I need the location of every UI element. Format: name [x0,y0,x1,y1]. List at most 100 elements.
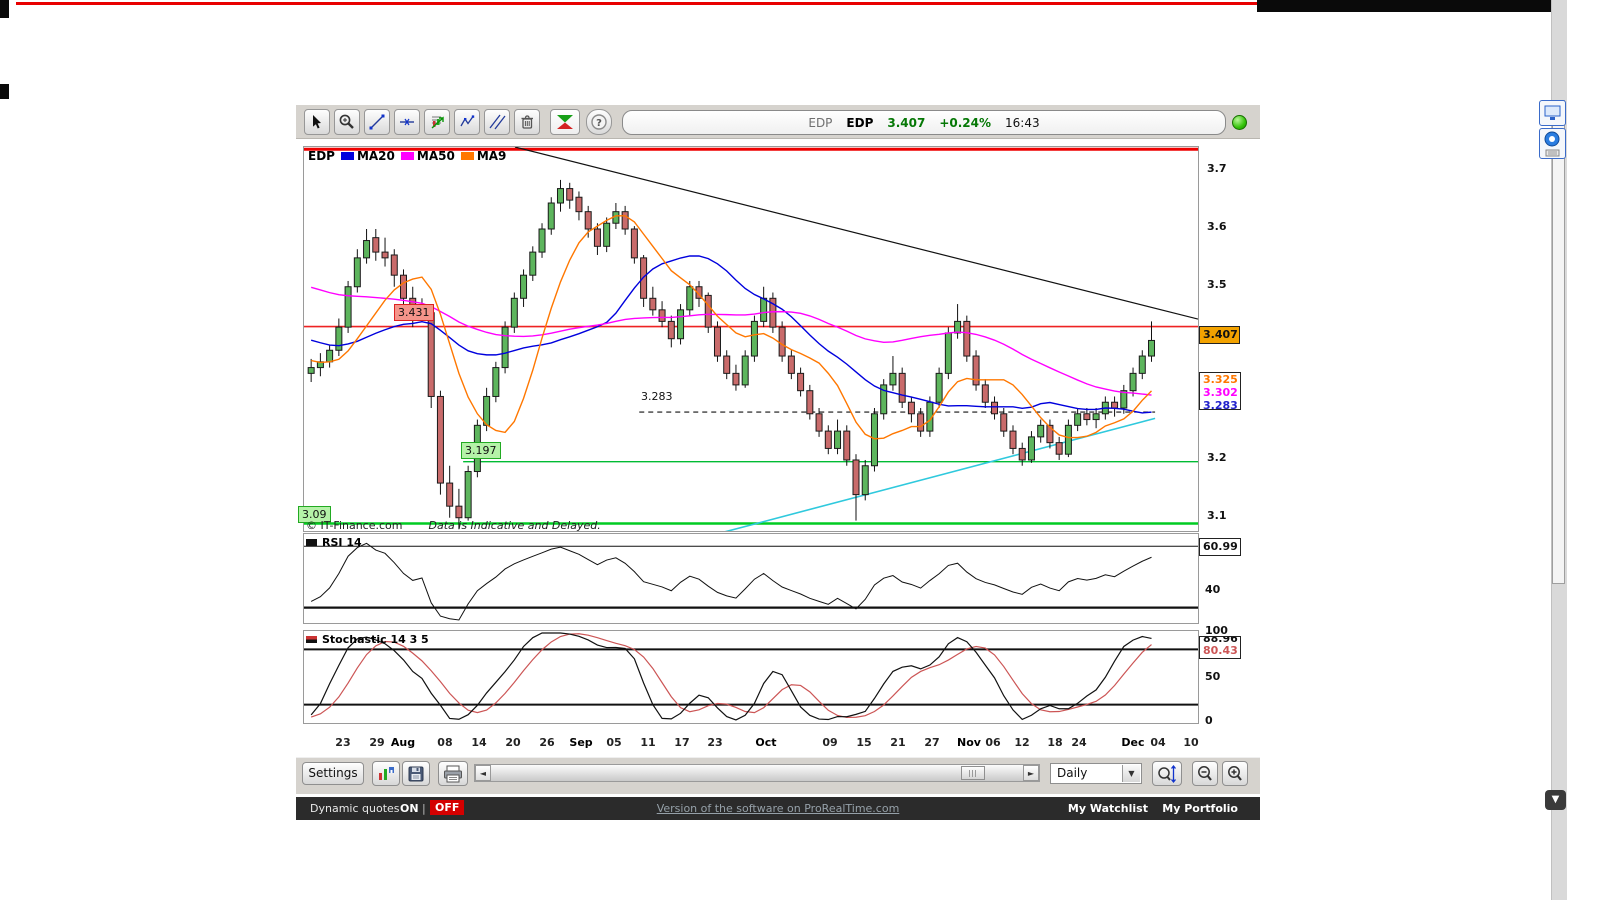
price-chart-panel[interactable] [303,146,1199,532]
time-axis-label: 11 [640,736,656,749]
footer-bar: Dynamic quotes ON | OFF Version of the s… [296,797,1260,820]
legend-ma9: MA9 [476,149,507,163]
time-axis-label: 05 [606,736,622,749]
page-scrollbar-thumb[interactable] [1552,100,1565,584]
time-axis-label: 24 [1071,736,1087,749]
ma20-value: 3.283 [1203,399,1238,410]
top-right-black-bar [1257,0,1553,12]
resistance-price-label[interactable]: 3.431 [394,304,434,321]
scroll-right-arrow[interactable]: ► [1023,765,1039,781]
my-portfolio-link[interactable]: My Portfolio [1162,802,1238,815]
horizontal-line-tool-button[interactable] [394,109,420,135]
support2-price-label[interactable]: 3.09 [298,506,331,523]
monitor-icon [1544,105,1561,120]
rsi-panel[interactable] [303,533,1199,624]
bottom-toolbar: Settings ◄ ► Daily ▼ [296,757,1260,794]
quote-time: 16:43 [1005,115,1040,130]
time-axis-label: 23 [707,736,723,749]
svg-text:?: ? [596,118,602,129]
trash-icon [521,115,533,129]
globe-hand-icon [1544,131,1560,157]
pointer-tool-button[interactable] [304,109,330,135]
stochastic-color-swatch [306,636,317,643]
stochastic-label: Stochastic 14 3 5 [306,633,429,646]
stochastic-panel[interactable] [303,630,1199,724]
top-red-banner-line [16,2,1553,5]
ma-values-axis-box: 3.325 3.302 3.283 [1199,372,1241,410]
rsi-label-text: RSI 14 [322,536,362,549]
zoom-out-button[interactable] [1192,761,1218,786]
time-axis-label: Sep [569,736,593,749]
quote-bar: EDP EDP 3.407 +0.24% 16:43 [622,110,1226,135]
parallel-lines-tool-button[interactable] [484,109,510,135]
price-axis: 3.7 3.6 3.5 3.2 3.1 [1201,105,1260,820]
ma50-value: 3.302 [1203,386,1238,399]
print-button[interactable] [438,761,468,786]
legend-ma50: MA50 [416,149,455,163]
chart-save-icon [379,767,394,780]
rsi-color-swatch [306,539,317,546]
chart-toolbar: ? EDP EDP 3.407 +0.24% 16:43 [296,105,1260,139]
time-axis-label: 14 [471,736,487,749]
toggle-separator: | [422,802,426,815]
time-axis-label: 27 [924,736,940,749]
pattern-detect-icon [431,116,444,129]
dynamic-quotes-off-toggle[interactable]: OFF [430,800,465,815]
dashed-line-price-label: 3.283 [641,390,673,403]
time-axis-label: 08 [437,736,453,749]
settings-button[interactable]: Settings [302,762,364,785]
stoch-axis-tick-0: 0 [1205,714,1213,727]
stoch-axis-tick-50: 50 [1205,670,1221,683]
zigzag-tool-button[interactable] [454,109,480,135]
save-button[interactable] [402,761,430,786]
zoom-in-button[interactable] [1222,761,1248,786]
scroll-down-button[interactable]: ▼ [1545,790,1566,810]
trendline-tool-button[interactable] [364,109,390,135]
time-axis-label: Oct [755,736,777,749]
cursor-icon [313,115,321,129]
support-price-label[interactable]: 3.197 [461,442,501,459]
delete-drawings-button[interactable] [514,109,540,135]
scroll-left-arrow[interactable]: ◄ [475,765,491,781]
help-button[interactable]: ? [586,109,612,135]
chart-horizontal-scrollbar[interactable]: ◄ ► [474,764,1040,782]
browser-widget-button[interactable] [1539,128,1566,159]
time-axis-label: 04 [1150,736,1166,749]
time-axis-label: Dec [1121,736,1145,749]
copyright-note: © IT-Finance.com Data is Indicative and D… [306,519,601,532]
time-axis-label: 20 [505,736,521,749]
left-edge-mark [0,0,9,18]
interval-value: Daily [1057,766,1088,780]
time-axis-label: 10 [1183,736,1199,749]
parallel-lines-icon [489,114,506,130]
quote-exchange: EDP [808,115,833,130]
fit-vertical-zoom-button[interactable] [1152,761,1182,786]
pattern-tool-button[interactable] [424,109,450,135]
ma50-color-swatch [400,152,414,160]
ma9-color-swatch [460,152,474,160]
prorealtime-logo-button[interactable] [550,109,580,135]
magnifier-plus-icon [1228,766,1242,781]
scrollbar-thumb[interactable] [961,766,985,780]
browser-widget-button[interactable] [1539,100,1566,126]
chart-legend: EDP MA20 MA50 MA9 [308,149,506,163]
stoch-values-box: 88.96 80.43 [1199,636,1241,659]
left-edge-mark [0,84,9,99]
zoom-tool-button[interactable] [334,109,360,135]
save-chart-button[interactable] [372,761,400,786]
my-watchlist-link[interactable]: My Watchlist [1067,802,1148,815]
time-axis-label: 09 [822,736,838,749]
dynamic-quotes-on-toggle[interactable]: ON [400,802,419,815]
connection-status-icon [1232,115,1247,130]
magnifier-updown-icon [1158,764,1177,784]
time-axis: 23 29 Aug 08 14 20 26 Sep 05 11 17 23 Oct 09 15 21 27 Nov… [303,736,1199,752]
chevron-down-icon[interactable]: ▼ [1122,765,1140,782]
time-axis-label: 06 [985,736,1001,749]
interval-dropdown[interactable]: Daily ▼ [1050,763,1142,784]
horizontal-line-icon [400,118,414,126]
magnifier-plus-icon [339,114,354,129]
rsi-value-box: 60.99 [1199,538,1241,556]
ma20-color-swatch [340,152,354,160]
software-version-link[interactable]: Version of the software on ProRealTime.c… [656,802,900,815]
stoch-k-value: 88.96 [1203,636,1238,645]
